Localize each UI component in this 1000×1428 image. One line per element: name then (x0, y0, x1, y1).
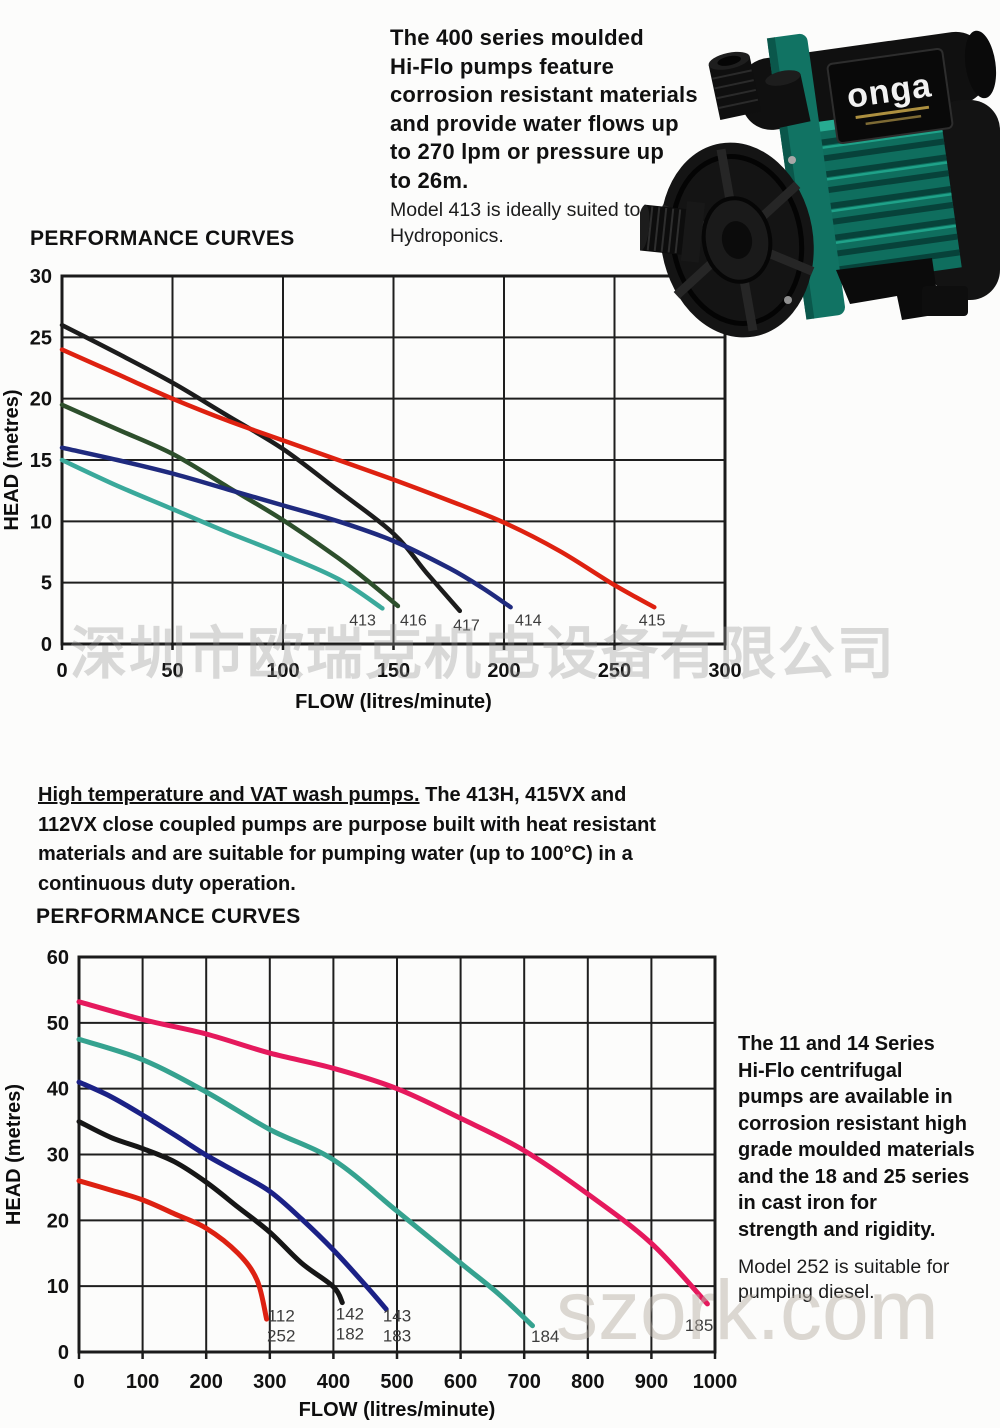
y-tick-label: 15 (30, 450, 52, 472)
pump-label-plate: onga (826, 47, 954, 145)
x-tick-label: 600 (444, 1371, 477, 1393)
curve-label: 143 (383, 1307, 411, 1326)
y-tick-label: 20 (30, 389, 52, 411)
curve-label: 416 (400, 613, 427, 630)
y-axis-title: HEAD (metres) (3, 1084, 25, 1225)
curve-112252 (76, 1178, 270, 1322)
x-tick-label: 500 (380, 1371, 413, 1393)
y-tick-label: 0 (58, 1342, 69, 1364)
x-tick-label: 250 (598, 660, 631, 682)
curve-label: 142 (336, 1305, 364, 1324)
y-tick-label: 5 (41, 573, 52, 595)
x-tick-label: 800 (571, 1371, 604, 1393)
curve-416 (59, 402, 401, 609)
curve-417 (59, 322, 463, 614)
x-tick-label: 1000 (693, 1371, 738, 1393)
pump-bolt (784, 296, 792, 304)
model-413-note: Model 413 is ideally suited to Hydroponi… (390, 199, 641, 247)
pump-volute (659, 142, 815, 338)
curve-415 (59, 347, 657, 610)
chart1-performance-curves: 0 50 100 150 200 250 300 0 5 10 15 20 25 30 FLOW (litr… (1, 266, 742, 713)
x-tick-label: 100 (266, 660, 299, 682)
x-tick-label: 700 (508, 1371, 541, 1393)
y-tick-label: 20 (47, 1210, 69, 1232)
y-tick-label: 10 (30, 511, 52, 533)
high-temp-paragraph: High temperature and VAT wash pumps. The… (38, 781, 746, 899)
curve-143183 (76, 1079, 389, 1312)
chart1-title: PERFORMANCE CURVES (30, 227, 295, 250)
y-tick-label: 25 (30, 327, 52, 349)
y-axis-title: HEAD (metres) (1, 389, 23, 530)
curve-label: 185 (685, 1316, 713, 1335)
x-axis-title: FLOW (litres/minute) (295, 691, 492, 713)
high-temp-heading: High temperature and VAT wash pumps. (38, 784, 420, 806)
x-axis-title: FLOW (litres/minute) (299, 1399, 496, 1421)
chart2-performance-curves: 0 100 200 300 400 500 600 700 800 900 1000 0 10 20 30 4… (3, 947, 738, 1421)
y-tick-label: 10 (47, 1276, 69, 1298)
high-temp-body: The 413H, 415VX and 112VX close coupled … (38, 784, 656, 895)
curve-label: 415 (639, 613, 666, 630)
curve-label: 183 (383, 1327, 411, 1346)
y-tick-label: 30 (47, 1145, 69, 1167)
y-tick-label: 30 (30, 266, 52, 288)
curve-label: 184 (531, 1327, 559, 1346)
pump-photo-group: onga (640, 30, 1000, 338)
x-tick-label: 400 (317, 1371, 350, 1393)
x-tick-label: 150 (377, 660, 410, 682)
x-tick-label: 900 (635, 1371, 668, 1393)
curve-414 (59, 445, 513, 610)
label-detail-line (855, 105, 930, 119)
curve-label: 252 (267, 1327, 295, 1346)
curve-142182 (76, 1119, 345, 1306)
x-tick-label: 0 (73, 1371, 84, 1393)
y-tick-label: 0 (41, 634, 52, 656)
intro-paragraph: The 400 series moulded Hi-Flo pumps feat… (390, 25, 698, 193)
pump-foot (836, 258, 940, 320)
x-tick-label: 200 (487, 660, 520, 682)
curve-413 (59, 457, 385, 611)
y-tick-label: 60 (47, 947, 69, 969)
x-tick-label: 300 (253, 1371, 286, 1393)
pump-foot (922, 286, 968, 316)
curve-label: 417 (453, 618, 480, 635)
pump-discharge-ports (708, 51, 811, 129)
x-tick-label: 200 (190, 1371, 223, 1393)
curve-185 (76, 999, 710, 1307)
curve-184 (76, 1036, 535, 1329)
y-tick-label: 40 (47, 1079, 69, 1101)
x-tick-label: 100 (126, 1371, 159, 1393)
x-tick-label: 300 (708, 660, 741, 682)
model-252-note: Model 252 is suitable for pumping diesel… (738, 1256, 950, 1303)
curve-label: 112 (268, 1307, 295, 1326)
series-info-paragraph: The 11 and 14 Series Hi-Flo centrifugal … (738, 1033, 975, 1241)
y-tick-label: 50 (47, 1013, 69, 1035)
pump-bolt (788, 156, 796, 164)
curve-label: 413 (349, 613, 376, 630)
label-detail-line (865, 114, 922, 126)
curve-label: 182 (336, 1325, 364, 1344)
pump-suction-port (640, 201, 705, 263)
pump-photo: onga (640, 30, 1000, 338)
x-tick-label: 50 (161, 660, 183, 682)
x-tick-label: 0 (56, 660, 67, 682)
curve-label: 414 (515, 613, 542, 630)
chart2-title: PERFORMANCE CURVES (36, 905, 301, 928)
